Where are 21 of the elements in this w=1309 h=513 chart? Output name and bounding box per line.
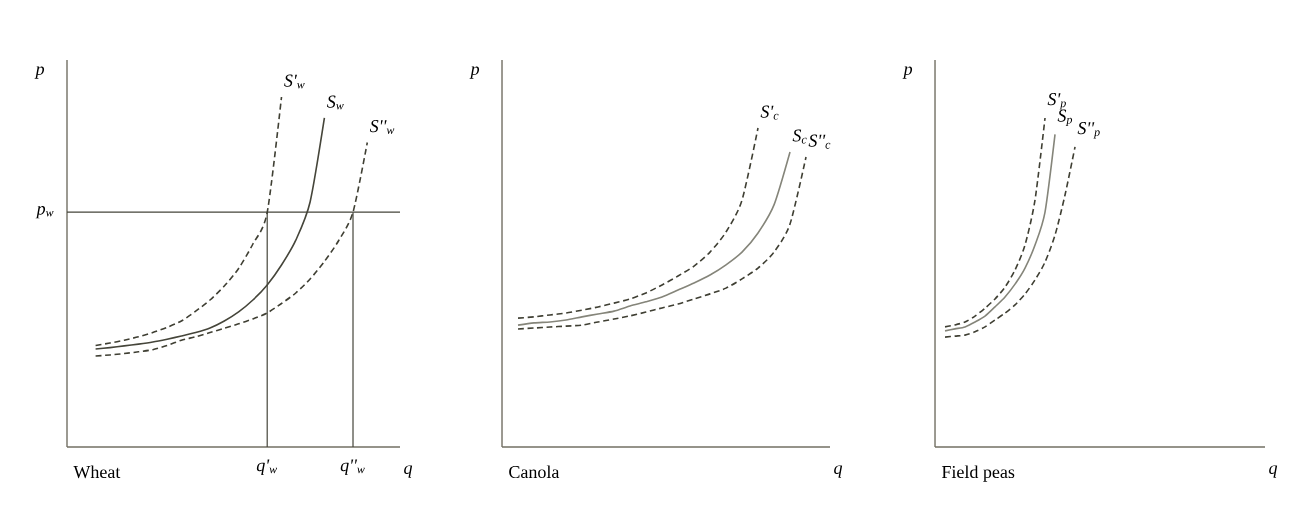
y-axis-title: p (902, 66, 913, 79)
series-label: S$_{c}$ (792, 129, 807, 144)
text: Wheat (73, 465, 121, 479)
series-label: S''$_{c}$ (808, 134, 831, 149)
ref-line-label: p$_{w}$ (35, 206, 54, 219)
series-label: S$_{w}$ (327, 95, 344, 110)
x-axis-title: q (1269, 465, 1278, 478)
x-axis-title: q (834, 465, 843, 478)
text: Field peas (941, 465, 1015, 482)
y-axis-title: p (34, 66, 45, 79)
x-tick-label: q'$_{w}$ (256, 459, 278, 476)
series-label: S'$_{w}$ (284, 74, 305, 89)
x-axis-title: q (404, 465, 413, 478)
series-label: S''$_{p}$ (1077, 122, 1100, 139)
series-label: S''$_{w}$ (369, 120, 395, 135)
series-label: S'$_{c}$ (760, 105, 779, 120)
text: Canola (509, 465, 560, 479)
x-tick-label: q''$_{w}$ (340, 459, 365, 476)
series-label: S'$_{p}$ (1047, 93, 1066, 110)
y-axis-title: p (469, 66, 480, 79)
series-label: S$_{p}$ (1057, 109, 1073, 127)
